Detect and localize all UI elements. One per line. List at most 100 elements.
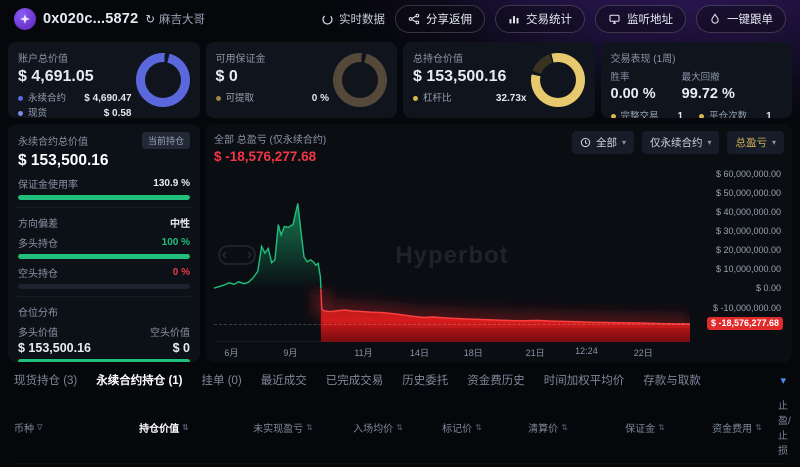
margin-donut-chart bbox=[333, 53, 387, 107]
position-value-card: 总持仓价值 $ 153,500.16 杠杆比 32.73x bbox=[403, 42, 595, 118]
trade-stats-button[interactable]: 交易统计 bbox=[495, 5, 585, 33]
pnl-area-chart[interactable]: Hyperbot bbox=[214, 170, 690, 342]
account-value-card: 账户总价值 $ 4,691.05 永续合约 $ 4,690.47 现货 $ 0.58 bbox=[8, 42, 200, 118]
spot-label: 现货 bbox=[28, 108, 48, 118]
alias-label: 麻吉大哥 bbox=[158, 14, 205, 26]
share-icon bbox=[408, 13, 420, 25]
chevron-down-icon: ▾ bbox=[771, 138, 776, 147]
short-position-label: 空头持仓 bbox=[18, 269, 58, 280]
leverage-donut-chart bbox=[530, 53, 585, 107]
chart-title: 全部 总盈亏 (仅永续合约) bbox=[214, 135, 327, 146]
margin-usage-value: 130.9 % bbox=[153, 178, 190, 189]
col-liq[interactable]: 清算价 ⇅ bbox=[528, 422, 568, 435]
y-axis-tick: $ 60,000,000.00 bbox=[715, 168, 781, 179]
tab-spot-positions[interactable]: 现货持仓 (3) bbox=[14, 375, 78, 387]
col-margin[interactable]: 保证金 ⇅ bbox=[625, 422, 665, 435]
x-axis: 6月 9月 11月 14日 18日 21日 12:24 22日 bbox=[214, 342, 690, 360]
clock-icon bbox=[580, 137, 591, 148]
col-upnl[interactable]: 未实现盈亏 ⇅ bbox=[253, 422, 313, 435]
drawdown-value: 99.72 % bbox=[681, 86, 735, 102]
tab-perp-positions[interactable]: 永续合约持仓 (1) bbox=[96, 375, 183, 387]
bias-label: 方向偏差 bbox=[18, 219, 58, 230]
x-axis-tick: 9月 bbox=[283, 348, 298, 358]
y-axis-tick: $ 40,000,000.00 bbox=[715, 207, 781, 218]
account-total-value: $ 4,691.05 bbox=[18, 68, 94, 85]
distribution-bar bbox=[18, 359, 190, 362]
tab-funding-history[interactable]: 资金费历史 bbox=[467, 375, 525, 387]
trade-stats-label: 交易统计 bbox=[526, 14, 572, 26]
divider bbox=[16, 296, 192, 297]
y-axis-tick: $ 20,000,000.00 bbox=[715, 245, 781, 256]
long-value-label: 多头价值 bbox=[18, 328, 58, 339]
metric-dropdown[interactable]: 总盈亏 ▾ bbox=[727, 131, 784, 154]
col-coin[interactable]: 币种 ∇ bbox=[14, 422, 43, 435]
leverage-label: 杠杆比 bbox=[423, 93, 452, 104]
col-tpsl[interactable]: 止盈/止损 bbox=[778, 401, 791, 457]
col-entry[interactable]: 入场均价 ⇅ bbox=[353, 422, 403, 435]
leverage-value: 32.73x bbox=[495, 93, 527, 104]
card-title: 交易表现 (1周) bbox=[610, 54, 676, 65]
chevron-down-icon: ▾ bbox=[707, 138, 712, 147]
scope-dropdown[interactable]: 仅永续合约 ▾ bbox=[641, 131, 720, 154]
tab-twap[interactable]: 时间加权平均价 bbox=[543, 375, 625, 387]
user-avatar[interactable] bbox=[14, 8, 36, 30]
bottom-tabs: 现货持仓 (3) 永续合约持仓 (1) 挂单 (0) 最近成交 已完成交易 历史… bbox=[14, 372, 786, 388]
collapse-chevron-icon[interactable]: ▾ bbox=[780, 374, 786, 387]
tab-order-history[interactable]: 历史委托 bbox=[402, 375, 449, 387]
spot-value: $ 0.58 bbox=[103, 108, 132, 118]
tab-recent-fills[interactable]: 最近成交 bbox=[260, 375, 307, 387]
share-referral-label: 分享返佣 bbox=[426, 14, 472, 26]
tab-deposits-withdrawals[interactable]: 存款与取款 bbox=[643, 375, 701, 387]
card-title: 可用保证金 bbox=[215, 54, 266, 65]
wallet-address[interactable]: 0x020c...5872 bbox=[43, 11, 139, 27]
win-rate-label: 胜率 bbox=[610, 72, 630, 83]
tab-completed-trades[interactable]: 已完成交易 bbox=[325, 375, 384, 387]
perp-value: $ 4,690.47 bbox=[84, 93, 132, 104]
col-mark[interactable]: 标记价 ⇅ bbox=[442, 422, 482, 435]
short-value-label: 空头价值 bbox=[150, 328, 190, 339]
close-count-value: 1 bbox=[766, 111, 772, 118]
sort-icon: ⇅ bbox=[475, 422, 482, 432]
tab-open-orders[interactable]: 挂单 (0) bbox=[201, 375, 242, 387]
live-data-toggle[interactable]: 实时数据 bbox=[321, 11, 385, 27]
scope-label: 仅永续合约 bbox=[649, 137, 703, 149]
drawdown-label: 最大回撤 bbox=[681, 72, 720, 83]
x-axis-tick: 12:24 bbox=[575, 346, 598, 356]
live-data-label: 实时数据 bbox=[339, 14, 385, 26]
withdrawable-label: 可提取 bbox=[225, 93, 255, 104]
bias-value: 中性 bbox=[170, 219, 190, 230]
sort-icon: ⇅ bbox=[396, 422, 403, 432]
watch-address-button[interactable]: 监听地址 bbox=[595, 5, 686, 33]
divider bbox=[16, 207, 192, 208]
chevron-down-icon: ▾ bbox=[621, 138, 626, 147]
current-position-badge: 当前持仓 bbox=[141, 132, 190, 149]
closes-dot-icon bbox=[699, 114, 705, 118]
close-count-label: 平仓次数 bbox=[709, 111, 748, 118]
available-margin-card: 可用保证金 $ 0 可提取 0 % bbox=[205, 42, 397, 118]
short-position-bar bbox=[18, 284, 190, 289]
margin-usage-bar bbox=[18, 195, 190, 200]
available-margin-value: $ 0 bbox=[215, 68, 238, 85]
long-position-pct: 100 % bbox=[161, 237, 190, 248]
time-range-dropdown[interactable]: 全部 ▾ bbox=[571, 131, 634, 154]
perp-label: 永续合约 bbox=[28, 93, 67, 104]
col-funding[interactable]: 资金费用 ⇅ bbox=[712, 422, 762, 435]
y-axis-tick: $ 30,000,000.00 bbox=[715, 226, 781, 237]
col-position-value[interactable]: 持仓价值 ⇅ bbox=[139, 422, 189, 435]
chart-svg bbox=[214, 203, 690, 342]
refresh-icon[interactable]: ↻ bbox=[145, 14, 155, 26]
withdrawable-dot-icon bbox=[215, 96, 221, 101]
copy-trade-button[interactable]: 一键跟单 bbox=[696, 5, 786, 33]
x-axis-tick: 21日 bbox=[525, 348, 545, 358]
positions-table-header: 币种 ∇ 持仓价值 ⇅ 未实现盈亏 ⇅ 入场均价 ⇅ 标记价 ⇅ 清算价 ⇅ 保证金 ⇅ 资金… bbox=[14, 397, 791, 464]
y-axis-tick: $ 10,000,000.00 bbox=[715, 264, 781, 275]
trades-dot-icon bbox=[610, 114, 616, 118]
chart-total-pnl: $ -18,576,277.68 bbox=[214, 149, 317, 164]
sort-icon: ⇅ bbox=[658, 422, 665, 432]
x-axis-tick: 14日 bbox=[410, 348, 430, 358]
share-referral-button[interactable]: 分享返佣 bbox=[395, 5, 485, 33]
spot-dot-icon bbox=[18, 111, 23, 116]
leverage-dot-icon bbox=[413, 96, 418, 101]
perp-total-value: $ 153,500.16 bbox=[18, 152, 109, 169]
monitor-icon bbox=[609, 14, 620, 24]
